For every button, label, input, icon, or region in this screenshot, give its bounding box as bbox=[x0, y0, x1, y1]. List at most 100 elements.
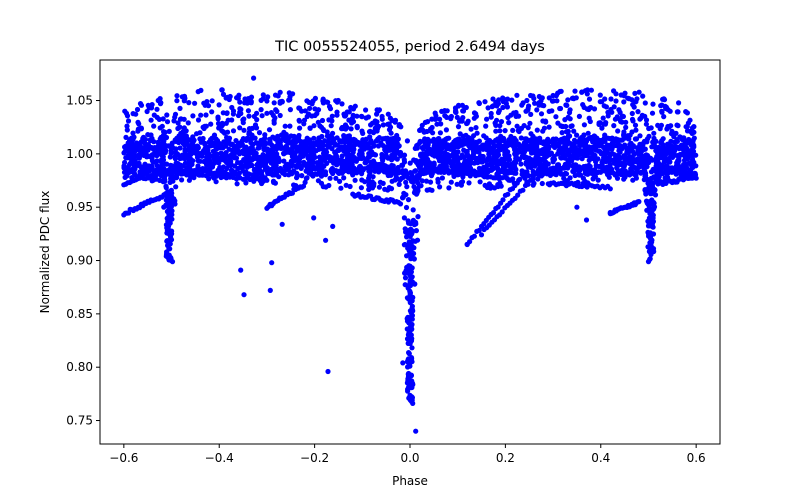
data-point bbox=[425, 119, 431, 125]
data-point bbox=[501, 163, 507, 169]
data-point bbox=[187, 156, 193, 163]
data-point bbox=[463, 149, 469, 155]
data-point bbox=[535, 176, 541, 182]
data-point bbox=[558, 146, 565, 152]
data-point bbox=[330, 223, 336, 229]
data-point bbox=[645, 201, 651, 208]
data-point bbox=[273, 107, 279, 113]
data-point bbox=[522, 153, 528, 160]
data-point bbox=[374, 126, 381, 132]
data-point bbox=[534, 140, 541, 146]
data-point bbox=[366, 154, 372, 160]
data-point bbox=[471, 150, 477, 156]
data-point bbox=[577, 148, 583, 154]
data-point bbox=[686, 136, 692, 143]
data-point bbox=[568, 154, 574, 160]
data-point bbox=[546, 152, 552, 158]
data-point bbox=[597, 92, 603, 98]
data-point bbox=[388, 130, 394, 136]
data-point bbox=[521, 169, 528, 175]
data-point bbox=[614, 164, 620, 170]
data-point bbox=[571, 128, 577, 134]
data-point bbox=[611, 104, 617, 110]
data-point bbox=[637, 116, 643, 122]
data-point bbox=[439, 108, 445, 114]
data-point bbox=[605, 155, 611, 161]
data-point bbox=[359, 153, 365, 159]
data-point bbox=[352, 141, 358, 148]
data-point bbox=[177, 105, 183, 111]
data-point bbox=[296, 118, 303, 124]
data-point bbox=[168, 168, 175, 174]
data-point bbox=[498, 133, 504, 139]
data-point bbox=[415, 214, 421, 220]
data-point bbox=[571, 137, 578, 143]
data-point bbox=[242, 96, 248, 102]
data-point bbox=[282, 164, 288, 170]
data-point bbox=[460, 141, 466, 147]
data-point bbox=[688, 160, 694, 166]
data-point bbox=[407, 308, 413, 314]
data-point bbox=[400, 360, 406, 366]
data-point bbox=[460, 108, 467, 114]
data-point bbox=[164, 112, 170, 118]
data-point bbox=[244, 155, 250, 161]
data-point bbox=[520, 100, 526, 106]
data-point bbox=[343, 150, 349, 156]
data-point bbox=[268, 110, 274, 116]
data-point bbox=[288, 158, 294, 164]
data-point bbox=[425, 156, 431, 162]
data-point bbox=[401, 152, 408, 158]
data-point bbox=[643, 117, 650, 123]
data-point bbox=[504, 96, 511, 102]
data-point bbox=[639, 158, 645, 164]
data-point bbox=[599, 162, 605, 168]
data-point bbox=[271, 100, 277, 106]
data-point bbox=[544, 138, 550, 144]
data-point bbox=[194, 151, 200, 157]
data-point bbox=[151, 145, 158, 151]
data-point bbox=[465, 153, 472, 159]
data-point bbox=[186, 177, 192, 183]
data-point bbox=[232, 163, 238, 169]
data-point bbox=[234, 95, 240, 101]
data-point bbox=[640, 93, 646, 99]
data-point bbox=[168, 234, 174, 240]
data-point bbox=[629, 97, 635, 103]
data-point bbox=[265, 148, 271, 155]
data-point bbox=[668, 131, 675, 137]
data-point bbox=[140, 134, 147, 140]
y-axis-label: Normalized PDC flux bbox=[38, 191, 52, 314]
data-point bbox=[562, 142, 568, 148]
data-point bbox=[312, 141, 318, 147]
data-point bbox=[434, 121, 440, 127]
data-point bbox=[431, 160, 437, 166]
data-point bbox=[637, 133, 643, 139]
data-point bbox=[302, 108, 308, 114]
data-point bbox=[489, 104, 495, 110]
data-point bbox=[629, 129, 635, 135]
data-point bbox=[510, 127, 516, 133]
data-point bbox=[175, 137, 181, 144]
data-point bbox=[303, 175, 309, 181]
data-point bbox=[205, 103, 212, 109]
data-point bbox=[320, 184, 326, 190]
data-point bbox=[248, 162, 254, 168]
data-point bbox=[461, 137, 468, 143]
data-point bbox=[650, 101, 656, 107]
data-point bbox=[654, 161, 660, 167]
data-point bbox=[341, 134, 347, 141]
data-point bbox=[580, 102, 586, 108]
data-point bbox=[646, 125, 652, 132]
data-point bbox=[319, 117, 326, 124]
data-point bbox=[633, 127, 639, 133]
data-point bbox=[446, 156, 452, 162]
data-point bbox=[658, 103, 664, 109]
data-point bbox=[495, 204, 501, 210]
data-point bbox=[409, 312, 415, 319]
data-point bbox=[284, 138, 290, 144]
data-point bbox=[230, 128, 237, 134]
data-point bbox=[315, 119, 321, 125]
data-point bbox=[269, 260, 275, 266]
data-point bbox=[157, 125, 163, 131]
